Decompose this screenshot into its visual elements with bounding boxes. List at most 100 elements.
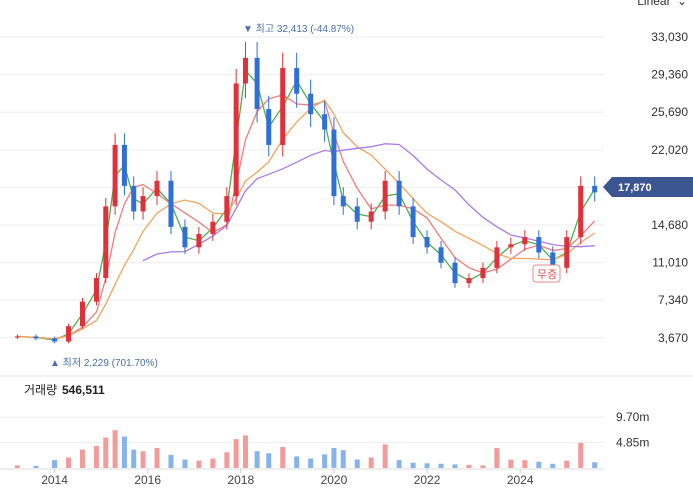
candle-body (354, 206, 360, 222)
candle-body (564, 237, 570, 268)
chevron-down-icon: ⌄ (676, 0, 687, 8)
scale-toggle[interactable]: Linear ⌄ (637, 0, 687, 8)
time-tick-label: 2020 (321, 473, 348, 487)
volume-bar (564, 460, 570, 468)
scale-toggle-label: Linear (637, 0, 671, 8)
candle-body (131, 185, 137, 212)
candle-body (80, 301, 85, 327)
volume-bar (242, 435, 248, 468)
price-tick-label: 25,690 (651, 105, 688, 119)
volume-bar (280, 447, 286, 468)
candle-body (168, 180, 174, 227)
volume-bar (438, 463, 444, 468)
event-badge-label: 무증 (537, 269, 557, 281)
ma60-line (17, 99, 596, 340)
volume-bar (382, 444, 388, 468)
candle-body (66, 326, 72, 342)
volume-bar (266, 453, 272, 468)
candle-body (550, 252, 556, 268)
candle-body (494, 247, 500, 268)
volume-bar (340, 450, 346, 468)
candle-body (294, 68, 300, 94)
low-annotation: ▲ 최저 2,229 (701.70%) (50, 357, 158, 369)
candle-body (508, 244, 514, 248)
candle-body (480, 267, 486, 279)
volume-bar (308, 458, 314, 468)
volume-bar (452, 464, 458, 468)
candle-body (536, 237, 542, 253)
volume-bar (121, 436, 127, 468)
candles (14, 41, 598, 344)
volume-bar (80, 449, 85, 468)
candle-body (182, 226, 188, 248)
high-annotation: ▼ 최고 32,413 (-44.87%) (243, 23, 354, 35)
candle-body (340, 196, 346, 207)
volume-bar (254, 451, 260, 468)
volume-bar (66, 457, 72, 468)
candle-body (233, 83, 239, 197)
volume-bar (131, 449, 137, 468)
candle-body (224, 196, 230, 222)
price-tick-label: 29,360 (651, 68, 688, 82)
candle-body (210, 221, 216, 235)
price-tick-label: 14,680 (651, 218, 688, 232)
time-axis: 2014 2016 2018 2020 2022 2024 (0, 468, 604, 487)
time-tick-label: 2014 (41, 473, 68, 487)
candle-body (438, 247, 444, 263)
volume-bar (396, 460, 402, 468)
candle-body (592, 185, 598, 193)
volume-bar (93, 445, 99, 468)
candle-body (254, 57, 260, 110)
ma5-line (17, 69, 596, 341)
candle-body (112, 144, 118, 207)
volume-grid: 9.70m 4.85m (0, 410, 649, 450)
volume-bar (210, 458, 216, 468)
current-price-badge: 17,870 (603, 177, 693, 197)
price-tick-label: 7,340 (658, 293, 688, 307)
volume-bar (494, 448, 500, 468)
price-tick-label: 3,670 (658, 331, 688, 345)
price-tick-label: 11,010 (652, 256, 688, 270)
event-badge[interactable] (532, 264, 561, 283)
volume-bar (508, 459, 514, 468)
candle-body (280, 68, 286, 145)
volume-bar (331, 448, 337, 468)
volume-tick-label: 9.70m (616, 410, 649, 424)
candle-body (368, 211, 374, 222)
candle-body (322, 114, 328, 130)
candle-body (396, 180, 402, 207)
volume-bars (14, 430, 598, 468)
ma120-line (142, 143, 595, 262)
volume-bar (112, 430, 118, 468)
volume-bar (14, 465, 20, 468)
volume-bar (52, 460, 58, 468)
candle-body (196, 234, 202, 248)
candle-body (121, 144, 127, 186)
time-tick-label: 2018 (227, 473, 254, 487)
volume-bar (536, 461, 542, 468)
volume-tick-label: 4.85m (616, 436, 649, 450)
candle-body (424, 237, 430, 248)
price-grid (0, 36, 604, 339)
volume-bar (480, 465, 486, 468)
volume-bar (368, 457, 374, 468)
volume-value: 546,511 (62, 383, 105, 397)
volume-bar (410, 462, 416, 468)
candle-body (103, 206, 109, 279)
volume-bar (578, 442, 584, 468)
moving-average-lines (17, 69, 596, 341)
candle-body (308, 93, 314, 115)
volume-bar (550, 463, 556, 468)
price-tick-label: 22,020 (651, 143, 688, 157)
volume-bar (522, 460, 528, 468)
volume-bar (168, 454, 174, 468)
candle-body (33, 336, 39, 339)
volume-bar (182, 459, 188, 468)
candle-body (52, 338, 58, 342)
time-tick-label: 2022 (414, 473, 441, 487)
volume-bar (424, 463, 430, 468)
candle-body (382, 180, 388, 212)
candle-body (14, 336, 20, 338)
candle-body (154, 180, 160, 197)
